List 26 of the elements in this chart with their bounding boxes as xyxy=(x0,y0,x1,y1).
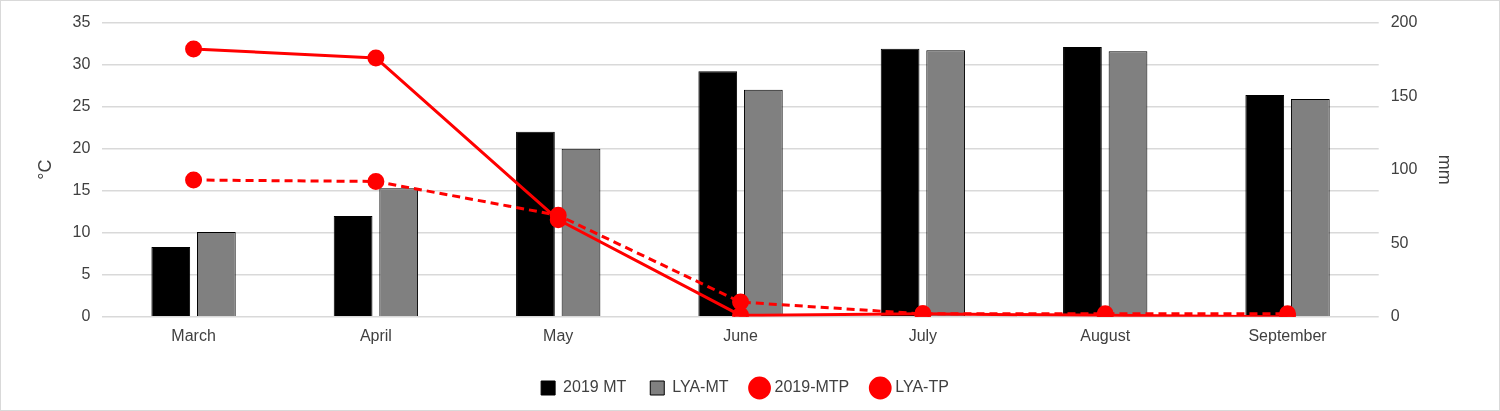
y2-tick-label: 150 xyxy=(1390,86,1418,104)
x-tick-label: April xyxy=(359,326,392,344)
y-tick-label: 5 xyxy=(81,265,91,283)
y2-tick-label: 0 xyxy=(1390,307,1400,325)
y2-axis-title: mm xyxy=(1435,154,1456,185)
y-tick-label: 25 xyxy=(72,97,91,115)
y2-tick-label: 50 xyxy=(1390,233,1409,251)
x-tick-label: July xyxy=(908,326,938,344)
x-tick-label: September xyxy=(1248,326,1328,344)
x-tick-label: August xyxy=(1080,326,1131,344)
legend-label: 2019 MT xyxy=(563,378,627,396)
y2-tick-label: 200 xyxy=(1390,13,1418,31)
legend-label: LYA-TP xyxy=(895,378,949,396)
y-tick-label: 35 xyxy=(72,13,91,31)
x-tick-label: May xyxy=(543,326,574,344)
y-tick-label: 10 xyxy=(72,223,91,241)
y2-tick-label: 100 xyxy=(1390,160,1418,178)
legend-label: 2019-MTP xyxy=(774,378,850,396)
y-tick-label: 30 xyxy=(72,55,91,73)
y-tick-label: 20 xyxy=(72,139,91,157)
y-tick-label: 0 xyxy=(81,307,91,325)
legend-label: LYA-MT xyxy=(672,378,729,396)
y-axis-title: °C xyxy=(34,159,55,180)
y-tick-label: 15 xyxy=(72,181,91,199)
x-tick-label: June xyxy=(723,326,758,344)
x-tick-label: March xyxy=(171,326,216,344)
